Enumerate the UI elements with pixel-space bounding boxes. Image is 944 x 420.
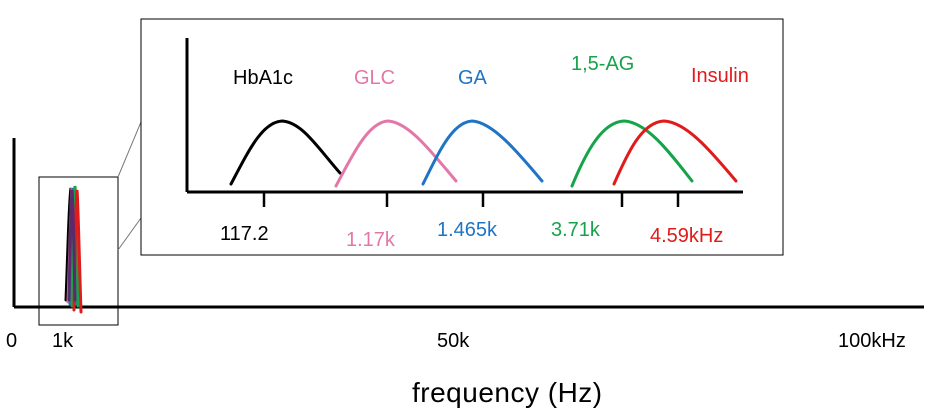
main-peak-overlap — [67, 189, 77, 302]
x-axis-label: frequency (Hz) — [412, 377, 603, 408]
inset-peaks — [229, 119, 738, 188]
main-tick-1k: 1k — [52, 330, 74, 352]
leader-line-bottom — [117, 217, 142, 251]
freq-label-glc: 1.17k — [346, 229, 396, 251]
inset-peak-15ag — [570, 119, 694, 188]
main-peaks — [64, 185, 83, 314]
label-glc: GLC — [354, 67, 395, 89]
freq-label-15ag: 3.71k — [551, 219, 601, 241]
freq-label-insulin: 4.59kHz — [650, 225, 723, 247]
inset-peak-insulin — [612, 119, 738, 186]
main-tick-50k: 50k — [437, 330, 470, 352]
main-tick-100k: 100kHz — [838, 330, 906, 352]
inset-ticks — [262, 193, 680, 207]
inset-peak-glc — [334, 119, 458, 188]
zoom-box — [38, 176, 119, 326]
label-hba1c: HbA1c — [233, 67, 293, 89]
inset-peak-ga — [421, 119, 544, 186]
main-tick-0: 0 — [6, 330, 17, 352]
leader-line-top — [117, 121, 142, 178]
inset-panel — [140, 18, 784, 256]
label-ga: GA — [458, 67, 488, 89]
label-insulin: Insulin — [691, 65, 749, 87]
label-15ag: 1,5-AG — [571, 53, 634, 75]
inset-peak-hba1c — [229, 119, 342, 186]
freq-label-ga: 1.465k — [437, 219, 498, 241]
freq-label-hba1c: 117.2 — [220, 223, 269, 245]
